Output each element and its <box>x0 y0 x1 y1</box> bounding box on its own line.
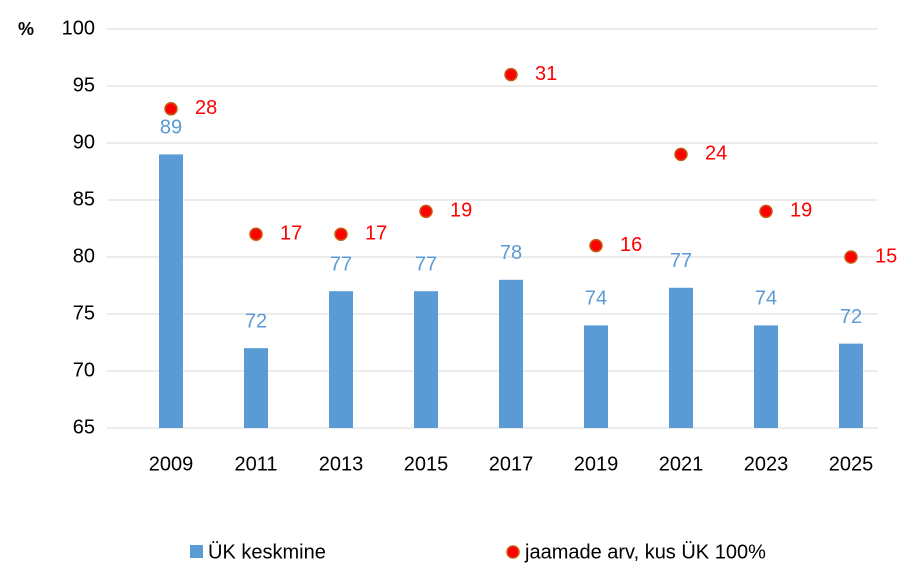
bar-value-label: 72 <box>840 306 862 328</box>
dot <box>674 147 688 162</box>
bar <box>244 348 268 428</box>
dot-value-label: 31 <box>535 63 557 85</box>
dot <box>589 238 603 253</box>
bar <box>329 291 353 428</box>
x-tick-label: 2017 <box>489 453 534 475</box>
bar-value-label: 77 <box>415 253 437 275</box>
x-tick-label: 2025 <box>829 453 874 475</box>
y-tick-label: 85 <box>73 188 95 210</box>
dot-value-label: 16 <box>620 234 642 256</box>
dot <box>504 67 518 82</box>
dot-value-label: 15 <box>875 245 897 267</box>
dot-value-label: 19 <box>790 200 812 222</box>
bar <box>584 325 608 428</box>
bar <box>839 343 863 428</box>
dot-value-label: 17 <box>365 222 387 244</box>
dot <box>844 250 858 264</box>
x-tick-label: 2013 <box>319 453 364 475</box>
x-tick-label: 2021 <box>659 453 704 475</box>
y-tick-label: 70 <box>73 359 95 381</box>
dot-value-label: 24 <box>705 143 727 165</box>
bar <box>669 287 693 428</box>
dot <box>334 227 348 241</box>
y-tick-label: 75 <box>73 302 95 324</box>
legend-label: jaamade arv, kus ÜK 100% <box>524 541 766 563</box>
y-tick-label: 65 <box>73 416 95 438</box>
bar <box>414 291 438 428</box>
legend-swatch <box>190 545 203 558</box>
dot-value-label: 17 <box>280 222 302 244</box>
x-tick-label: 2023 <box>744 453 789 475</box>
dot-value-label: 28 <box>195 97 217 119</box>
x-tick-label: 2015 <box>404 453 449 475</box>
bar <box>499 279 523 428</box>
bar <box>159 154 183 428</box>
dot <box>759 204 773 219</box>
dot <box>249 227 263 241</box>
dot <box>164 102 178 116</box>
y-tick-label: 80 <box>73 245 95 267</box>
bar-value-label: 74 <box>585 288 607 310</box>
bar-value-label: 78 <box>500 242 522 264</box>
bar-value-label: 77 <box>330 253 352 275</box>
y-axis-label: % <box>18 19 34 39</box>
legend-swatch <box>506 545 520 559</box>
dot-value-label: 19 <box>450 200 472 222</box>
bar-value-label: 89 <box>160 117 182 139</box>
x-tick-label: 2009 <box>149 453 194 475</box>
bar <box>754 325 778 428</box>
legend-label: ÜK keskmine <box>208 541 326 563</box>
bar-value-label: 74 <box>755 288 777 310</box>
bar-value-label: 72 <box>245 310 267 332</box>
x-tick-label: 2011 <box>234 453 277 475</box>
y-tick-label: 95 <box>73 74 95 96</box>
dot <box>419 204 433 219</box>
y-tick-label: 90 <box>73 131 95 153</box>
bar-value-label: 77 <box>670 250 692 272</box>
y-tick-label: 100 <box>62 17 95 39</box>
x-tick-label: 2019 <box>574 453 619 475</box>
